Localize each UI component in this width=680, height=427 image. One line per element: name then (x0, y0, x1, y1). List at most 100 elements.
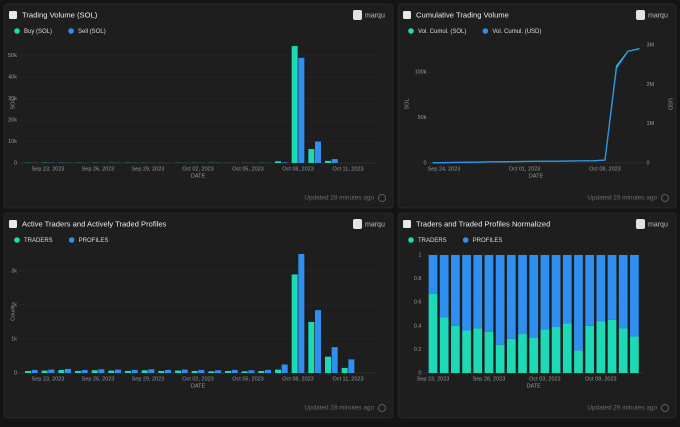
author-name[interactable]: marqu (648, 12, 668, 19)
legend-label[interactable]: PROFILES (79, 238, 109, 244)
y-tick-label: 0.8 (414, 276, 422, 282)
bar (298, 254, 304, 373)
bar (98, 369, 104, 373)
y-tick-label: 50k (8, 53, 17, 59)
bar (275, 370, 281, 373)
bar (308, 322, 314, 373)
bar (48, 370, 54, 373)
author-name[interactable]: marqu (648, 221, 668, 228)
y-tick-label: 10k (8, 139, 17, 145)
bar (82, 370, 88, 373)
y2-tick-label: 2M (647, 82, 655, 88)
bar-segment (574, 351, 583, 373)
legend-label[interactable]: TRADERS (24, 238, 53, 244)
bar-segment (496, 345, 505, 373)
bar (248, 370, 254, 373)
legend-label[interactable]: TRADERS (418, 238, 447, 244)
y-tick-label: 1 (418, 252, 421, 258)
y-tick-label: 0.6 (414, 300, 422, 306)
bar (275, 161, 281, 163)
bar (308, 149, 314, 163)
author-name[interactable]: marqu (365, 12, 385, 19)
y-tick-label: 0 (14, 160, 17, 166)
bar (332, 159, 338, 163)
x-tick-label: Oct 08, 2023 (282, 166, 314, 172)
bar-segment (574, 255, 583, 351)
bar (332, 347, 338, 373)
legend-marker (14, 237, 20, 243)
bar (92, 370, 98, 373)
updated-label: Updated 29 minutes ago (587, 405, 657, 412)
bar-segment (429, 294, 438, 373)
bar (292, 274, 298, 373)
bar (108, 371, 114, 373)
bar-segment (608, 255, 617, 320)
y-tick-label: 0.4 (414, 323, 422, 329)
x-tick-label: Oct 11, 2023 (332, 166, 363, 172)
bar-segment (596, 321, 605, 373)
bar-segment (485, 332, 494, 373)
legend-marker (483, 28, 489, 34)
x-tick-label: Oct 02, 2023 (182, 166, 214, 172)
legend-marker (463, 237, 469, 243)
bar (325, 161, 331, 163)
bar (182, 370, 188, 373)
y2-tick-label: 0 (647, 160, 650, 166)
updated-label: Updated 29 minutes ago (587, 195, 657, 202)
bar-segment (496, 255, 505, 345)
bar-segment (619, 255, 628, 328)
author-avatar[interactable] (353, 10, 362, 20)
legend-label[interactable]: Sell (SOL) (78, 29, 106, 35)
bar-segment (585, 326, 594, 373)
bar (265, 370, 271, 373)
bar-segment (563, 323, 572, 373)
x-tick-label: Oct 08, 2023 (282, 376, 314, 382)
y-tick-label: 0 (423, 160, 426, 166)
bar-segment (529, 338, 538, 373)
y-tick-label: 0 (14, 370, 17, 376)
bar (58, 370, 64, 373)
y-axis-label: SOL (10, 98, 16, 109)
legend-label[interactable]: Buy (SOL) (24, 29, 52, 35)
bar-segment (462, 255, 471, 331)
bar (132, 370, 138, 373)
bar (258, 371, 264, 373)
legend-label[interactable]: Vol. Cumul. (USD) (492, 29, 541, 35)
legend-label[interactable]: PROFILES (473, 238, 503, 244)
x-tick-label: Oct 08, 2023 (589, 166, 621, 172)
x-tick-label: Sep 24, 2023 (428, 166, 461, 172)
author-avatar[interactable] (353, 219, 362, 229)
y2-tick-label: 1M (647, 121, 655, 127)
x-axis-label: DATE (527, 383, 542, 389)
legend-marker (69, 237, 75, 243)
x-tick-label: Sep 23, 2023 (417, 376, 450, 382)
author-name[interactable]: marqu (365, 221, 385, 228)
bar (125, 371, 131, 373)
x-tick-label: Oct 01, 2023 (509, 166, 541, 172)
bar-segment (529, 255, 538, 338)
bar-segment (619, 328, 628, 373)
chart-title: Cumulative Trading Volume (416, 11, 509, 20)
x-tick-label: Sep 26, 2023 (82, 376, 115, 382)
bar (348, 359, 354, 373)
y-tick-label: 3k (11, 268, 17, 274)
updated-label: Updated 28 minutes ago (304, 405, 374, 412)
bar-segment (440, 255, 449, 318)
bar-segment (518, 334, 527, 373)
bar-segment (440, 318, 449, 373)
author-avatar[interactable] (636, 10, 645, 20)
bar (215, 370, 221, 373)
bar-segment (541, 329, 550, 373)
bar-segment (552, 327, 561, 373)
bar (208, 371, 214, 373)
legend-marker (68, 28, 74, 34)
bar-segment (507, 255, 516, 339)
author-avatar[interactable] (636, 219, 645, 229)
bar-segment (473, 255, 482, 328)
bar (32, 370, 38, 373)
legend-label[interactable]: Vol. Cumul. (SOL) (418, 29, 466, 35)
bar (75, 371, 81, 373)
